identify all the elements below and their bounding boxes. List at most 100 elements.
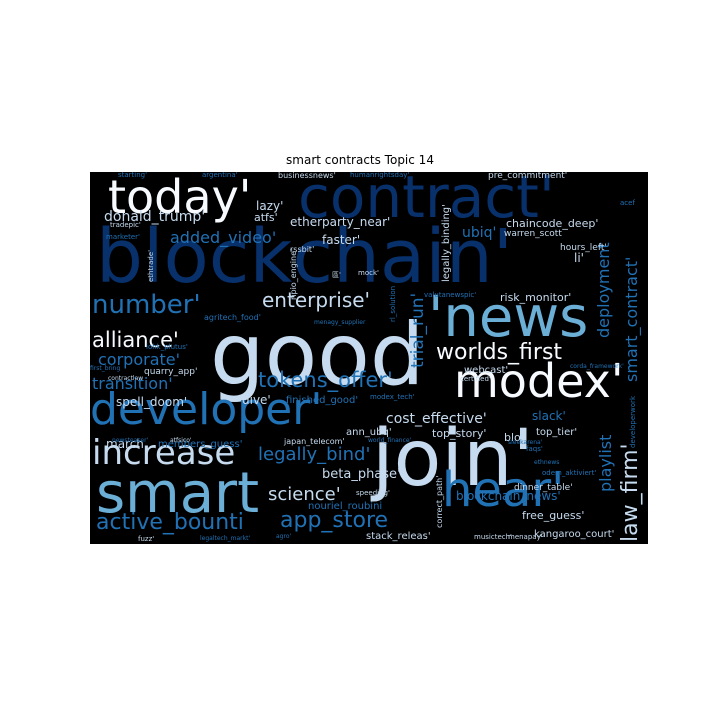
word: sleekarena' [508, 439, 543, 446]
word: science' [268, 484, 341, 505]
word: faqs' [526, 445, 543, 453]
word: risk_monitor' [500, 291, 572, 304]
word: first_bring [90, 365, 121, 372]
word: odem_aktiviert' [542, 469, 597, 477]
word: webcast' [464, 365, 509, 376]
word: acef [620, 199, 635, 207]
word: hours_left' [560, 243, 607, 253]
word: developer' [90, 384, 323, 435]
word: lazy' [256, 199, 284, 213]
word: atfsico' [170, 437, 192, 444]
word: contract' [298, 172, 555, 231]
word: certified' [460, 375, 491, 383]
word: quarry_app' [144, 367, 198, 377]
word: tradepic' [110, 221, 141, 229]
word: blockchain_news' [456, 489, 561, 503]
word: mock' [358, 269, 379, 277]
word: humanrightsday' [350, 172, 410, 179]
word: menapay' [508, 533, 543, 541]
word: slack' [532, 409, 566, 423]
word: app_store [280, 508, 389, 533]
word: developerwork [629, 396, 637, 448]
word: pre_commitment' [488, 172, 568, 181]
word: corda_framework' [570, 363, 624, 370]
word: playlist [596, 434, 615, 492]
word: worlds_first [436, 340, 563, 365]
word: nouriel_roubini [308, 501, 383, 512]
word: legally_binding' [441, 204, 452, 282]
word: contractlaw [108, 375, 144, 382]
word: alliance' [92, 328, 179, 352]
word: added_video' [170, 228, 277, 247]
word: faster' [322, 233, 361, 247]
word: corporate' [98, 350, 181, 369]
word: agro' [276, 533, 292, 540]
word: active_bounti [96, 510, 244, 535]
word: transition' [92, 374, 173, 393]
word: trial_run' [408, 292, 428, 368]
word: smart [96, 461, 260, 526]
word: rssbit' [290, 245, 315, 254]
word: blockchain' [96, 214, 514, 300]
word: marketer' [106, 233, 140, 241]
word: dive' [242, 393, 271, 407]
figure-title: smart contracts Topic 14 [286, 153, 434, 167]
word: 區' [332, 271, 341, 279]
word: ethtrade' [147, 249, 155, 282]
word: atfs' [254, 211, 278, 224]
word: businessnews' [278, 172, 336, 180]
word: musictech' [474, 533, 512, 541]
word: newsteaser' [112, 437, 149, 444]
word: smart_contract' [622, 256, 641, 382]
word: law_firm' [618, 443, 643, 542]
word: join' [372, 414, 534, 504]
word: chaincode_deep' [506, 217, 599, 230]
word: finished_good' [286, 395, 359, 406]
word: japan_telecom' [284, 437, 345, 446]
word: free_guess' [522, 509, 585, 522]
word: rl_solution [389, 285, 397, 322]
word: argentina' [202, 172, 238, 179]
word: march [106, 437, 144, 451]
word: menagy_supplier [314, 319, 366, 326]
word: spell_doom' [116, 395, 188, 409]
word: legally_bind' [258, 444, 371, 465]
word: warren_scott [504, 229, 562, 239]
word: modex' [454, 354, 624, 408]
word: modex_tech' [370, 393, 415, 401]
word: valutanewspic' [424, 291, 477, 299]
word: correct_path' [435, 475, 444, 528]
word: beta_phase' [322, 467, 401, 482]
word: blo' [504, 431, 524, 444]
word: deployment [594, 242, 613, 338]
word: good [210, 305, 425, 405]
word: stack_releas' [366, 531, 431, 542]
word: starting' [118, 172, 148, 179]
word: fuzz' [138, 535, 155, 543]
word: donald_trump' [104, 209, 206, 225]
word: ethnews [534, 459, 560, 466]
word: increase [92, 433, 236, 473]
word: today' [108, 172, 252, 224]
word: hear' [442, 462, 565, 518]
word: tokens_offer' [258, 368, 393, 392]
word-cloud: blockchain' good join' contract' 'news s… [90, 172, 648, 544]
word: agritech_food' [204, 313, 261, 322]
word: iohk_plutus' [146, 343, 188, 351]
word: ann_ubq' [346, 427, 392, 438]
word: dinner_table' [514, 483, 573, 493]
word: ripio_engine' [289, 248, 298, 300]
word: number' [92, 290, 201, 320]
word: world_finance' [368, 437, 412, 444]
word: top_tier' [536, 427, 578, 438]
word: legaltech_markt' [200, 535, 251, 542]
word: 'news [428, 285, 589, 350]
word: etherparty_near' [290, 215, 391, 229]
word: enterprise' [262, 288, 371, 312]
word: top_story' [432, 427, 487, 440]
word: kangaroo_court' [534, 529, 615, 540]
word: speeding' [356, 489, 390, 497]
word: cost_effective' [386, 411, 487, 427]
word: ubiq' [462, 225, 497, 241]
word: members_guess' [158, 439, 243, 450]
